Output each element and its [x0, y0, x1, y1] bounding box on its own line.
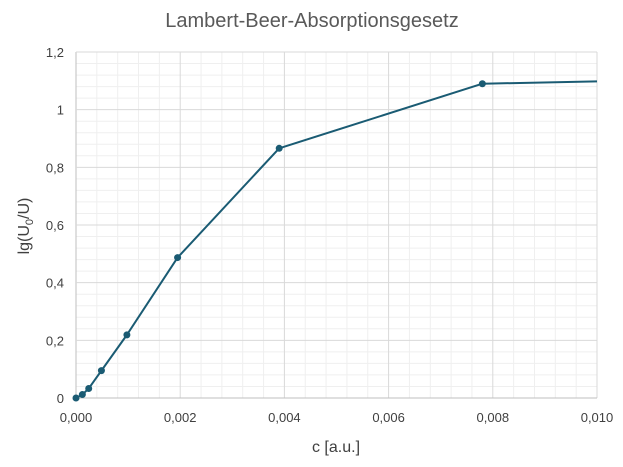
- x-tick-label: 0,002: [164, 410, 197, 425]
- x-tick-label: 0,008: [477, 410, 510, 425]
- x-tick-labels: 0,000 0,002 0,004 0,006 0,008 0,010: [60, 410, 614, 425]
- data-point: [85, 384, 93, 392]
- y-axis-label-subscript: 0: [24, 219, 36, 225]
- x-tick-label: 0,006: [372, 410, 405, 425]
- chart-title: Lambert-Beer-Absorptionsgesetz: [165, 10, 458, 32]
- y-tick-label: 0,2: [46, 333, 64, 348]
- y-axis-label: lg(U0/U): [16, 198, 36, 255]
- series-layer: [72, 80, 598, 402]
- x-tick-label: 0,010: [581, 410, 614, 425]
- x-axis-label: c [a.u.]: [312, 439, 360, 456]
- y-tick-label: 0,6: [46, 218, 64, 233]
- x-tick-label: 0,004: [268, 410, 301, 425]
- data-point: [478, 80, 486, 88]
- major-gridlines: [75, 51, 598, 399]
- x-tick-label: 0,000: [60, 410, 93, 425]
- data-point: [97, 367, 105, 375]
- data-point: [72, 394, 80, 402]
- y-tick-label: 1,2: [46, 45, 64, 60]
- y-tick-label: 0,4: [46, 276, 64, 291]
- y-axis-label-base: lg(U: [16, 225, 33, 254]
- data-point: [78, 391, 86, 399]
- data-point: [275, 144, 283, 152]
- y-axis-label-rest: /U): [16, 198, 33, 219]
- data-point: [123, 331, 131, 339]
- series-line: [75, 80, 598, 399]
- y-tick-labels: 0 0,2 0,4 0,6 0,8 1 1,2: [46, 45, 64, 406]
- data-point: [174, 254, 182, 262]
- y-tick-label: 0,8: [46, 160, 64, 175]
- y-tick-label: 1: [57, 103, 64, 118]
- y-tick-label: 0: [57, 391, 64, 406]
